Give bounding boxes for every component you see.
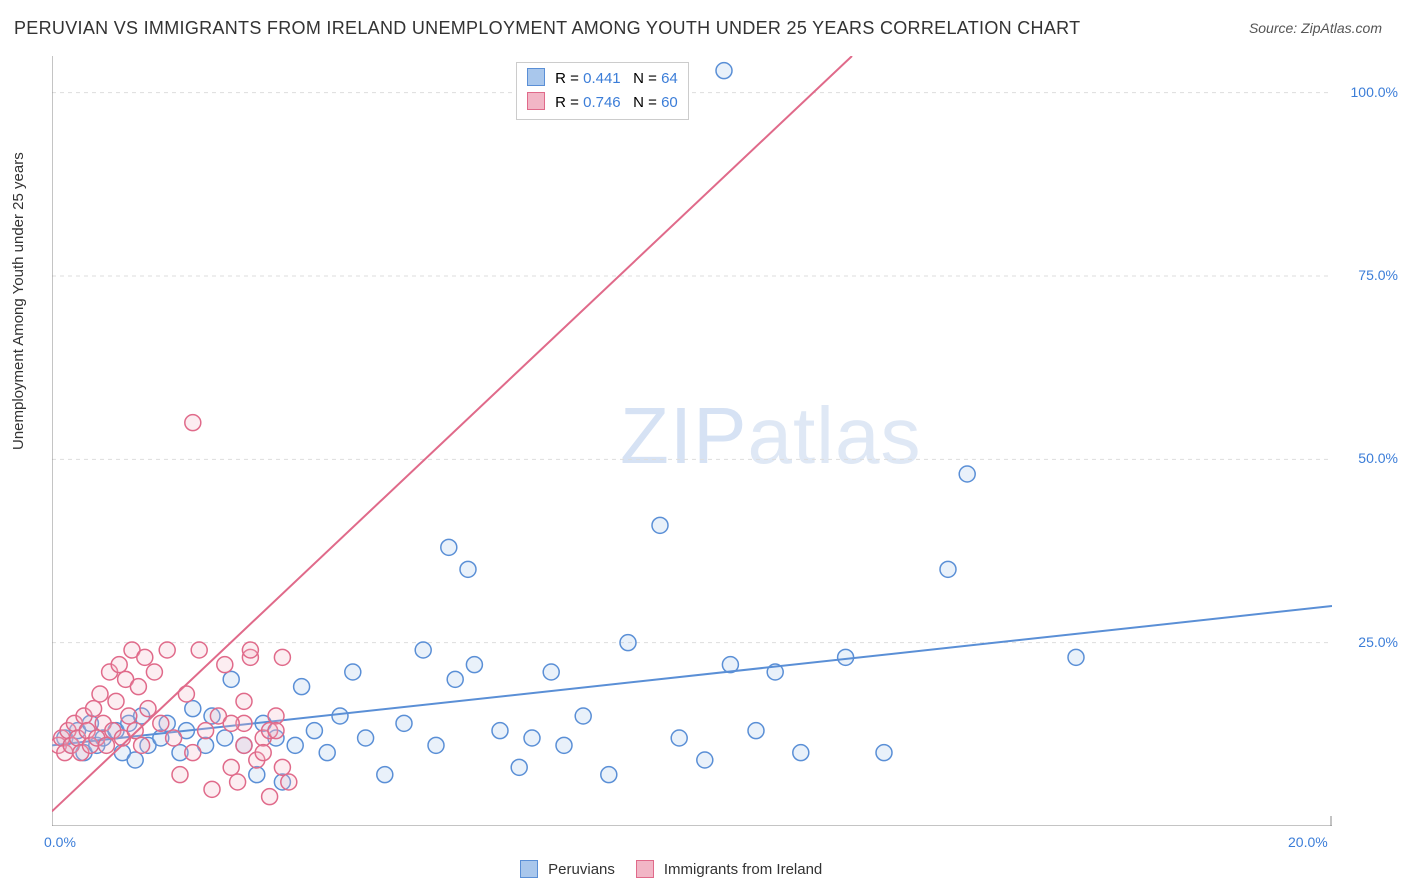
n-label: N = (625, 70, 661, 87)
r-value-ireland: 0.746 (583, 94, 621, 111)
series-legend: Peruvians Immigrants from Ireland (520, 860, 822, 878)
y-tick-label: 25.0% (1338, 634, 1398, 650)
swatch-peruvians-b (520, 860, 538, 878)
legend-label-ireland: Immigrants from Ireland (664, 861, 822, 878)
correlation-legend: R = 0.441 N = 64 R = 0.746 N = 60 (516, 62, 689, 120)
r-label: R = (555, 70, 583, 87)
swatch-ireland (527, 92, 545, 110)
n-value-ireland: 60 (661, 94, 678, 111)
chart-title: PERUVIAN VS IMMIGRANTS FROM IRELAND UNEM… (14, 18, 1080, 39)
swatch-ireland-b (636, 860, 654, 878)
x-tick-label: 20.0% (1288, 834, 1328, 850)
source-label: Source: ZipAtlas.com (1249, 20, 1382, 36)
y-tick-label: 100.0% (1338, 84, 1398, 100)
swatch-peruvians (527, 68, 545, 86)
legend-label-peruvians: Peruvians (548, 861, 615, 878)
y-axis-label: Unemployment Among Youth under 25 years (10, 152, 27, 450)
y-tick-label: 50.0% (1338, 450, 1398, 466)
r-value-peruvians: 0.441 (583, 70, 621, 87)
legend-row-peruvians: R = 0.441 N = 64 (527, 67, 678, 91)
n-label: N = (625, 94, 661, 111)
scatter-plot (52, 56, 1332, 826)
x-tick-label: 0.0% (44, 834, 76, 850)
legend-row-ireland: R = 0.746 N = 60 (527, 91, 678, 115)
n-value-peruvians: 64 (661, 70, 678, 87)
y-tick-label: 75.0% (1338, 267, 1398, 283)
chart-container: PERUVIAN VS IMMIGRANTS FROM IRELAND UNEM… (0, 0, 1406, 892)
r-label: R = (555, 94, 583, 111)
